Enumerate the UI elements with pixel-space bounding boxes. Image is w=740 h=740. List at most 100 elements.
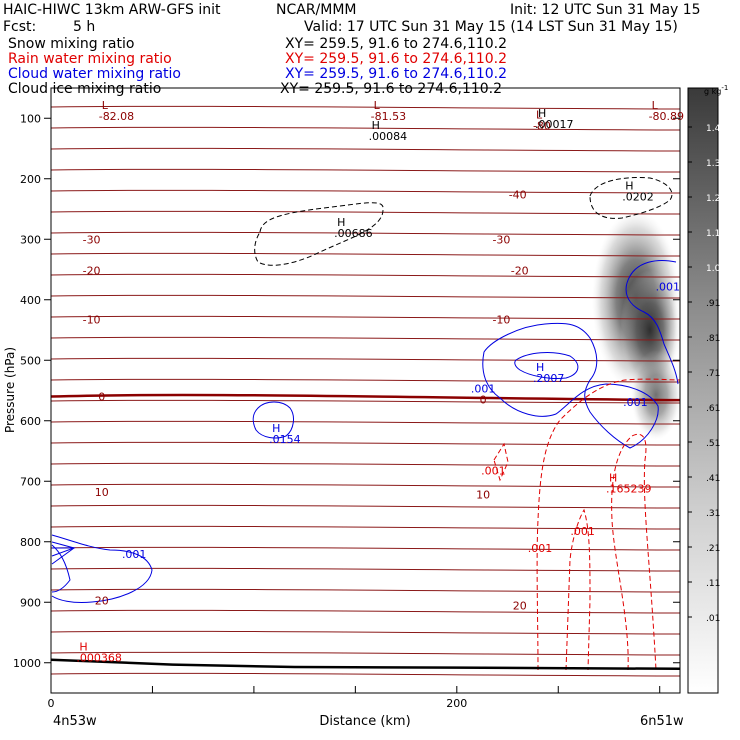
y-tick-label: 300	[20, 233, 41, 246]
isotherm-line	[50, 525, 681, 530]
field-xy-rain: XY= 259.5, 91.6 to 274.6,110.2	[285, 51, 508, 67]
isotherm-line	[50, 630, 681, 635]
cloud-ice-shading	[592, 210, 681, 440]
colorbar-unit: g kg-1	[704, 84, 728, 96]
y-tick-label: 1000	[13, 657, 41, 670]
right-location: 6n51w	[640, 714, 684, 729]
isotherm-line	[50, 483, 681, 488]
cloud-water-spike-b	[51, 547, 76, 565]
field-name-snow: Snow mixing ratio	[8, 36, 135, 52]
isotherm-label: -30	[492, 233, 510, 246]
contour-label: .001	[528, 542, 553, 555]
colorbar	[687, 87, 719, 694]
extremum-kind: L	[102, 99, 109, 112]
rain-contour-outer	[536, 378, 681, 671]
colorbar-unit-exponent: -1	[721, 84, 728, 92]
isotherm-line	[50, 609, 681, 614]
colorbar-label: 1.21	[706, 194, 726, 204]
cloud-water-contour-main	[482, 322, 659, 449]
cloud-water-contour-upper-right	[625, 260, 679, 385]
isotherm-line	[50, 168, 681, 173]
extremum-value: .00017	[535, 118, 574, 131]
cloud-water-contour-inner	[514, 352, 579, 379]
extremum-kind: H	[337, 216, 345, 229]
freezing-level-line	[50, 393, 681, 402]
field-name-cloud-ice: Cloud ice mixing ratio	[8, 81, 162, 97]
isotherm-line	[50, 441, 681, 446]
colorbar-label: .11	[706, 579, 720, 589]
forecast-label: Fcst:	[3, 19, 37, 35]
colorbar-label: .01	[706, 614, 720, 624]
x-axis-title: Distance (km)	[319, 714, 410, 729]
isotherm-label: -20	[83, 265, 101, 278]
field-xy-snow: XY= 259.5, 91.6 to 274.6,110.2	[285, 36, 508, 52]
x-axis: 0 200	[48, 686, 661, 710]
cloud-water-contour-bottom-left	[51, 534, 153, 603]
field-xy-cloud-ice: XY= 259.5, 91.6 to 274.6,110.2	[280, 81, 503, 97]
colorbar-label: 1.01	[706, 264, 726, 274]
isotherm-line	[50, 588, 681, 593]
colorbar-label: .41	[706, 474, 720, 484]
isotherm-line	[50, 273, 681, 278]
isotherm-line	[50, 378, 681, 383]
colorbar-label: .71	[706, 369, 720, 379]
isotherm-label: 10	[476, 489, 490, 502]
extremum-kind: H	[79, 641, 87, 654]
isotherm-line	[50, 126, 681, 131]
isotherm-line	[50, 672, 681, 677]
extremum-value: .2007	[533, 372, 565, 385]
isotherm-line	[50, 567, 681, 572]
extremum-kind: H	[538, 107, 546, 120]
y-tick-label: 200	[20, 173, 41, 186]
extremum-kind: H	[272, 422, 280, 435]
isotherm-line	[50, 399, 681, 404]
y-tick-label: 600	[20, 415, 41, 428]
extremum-kind: L	[374, 99, 381, 112]
plot-frame	[50, 87, 681, 694]
cloud-water-contour-small	[252, 401, 294, 439]
surface-pressure-line	[50, 658, 681, 671]
contour-label: .001	[481, 464, 506, 477]
contour-label: .001	[623, 396, 648, 409]
forecast-hours: 5 h	[73, 19, 96, 35]
snow-contour-right	[589, 177, 673, 219]
y-tick-label: 500	[20, 354, 41, 367]
temperature-contours	[50, 105, 681, 677]
isotherm-line	[50, 462, 681, 467]
rain-water-contours	[493, 378, 681, 671]
x-tick-label: 200	[446, 697, 467, 710]
isotherm-label: -10	[83, 314, 101, 327]
extremum-value: .0202	[622, 191, 654, 204]
isotherm-label: 0	[98, 391, 105, 404]
y-tick-label: 900	[20, 596, 41, 609]
colorbar-label: .91	[706, 299, 720, 309]
colorbar-label: .31	[706, 509, 720, 519]
org-label: NCAR/MMM	[276, 2, 357, 18]
isotherm-label: 10	[95, 486, 109, 499]
extremum-kind: H	[372, 119, 380, 132]
isotherm-line	[50, 189, 681, 194]
colorbar-label: .61	[706, 404, 720, 414]
isotherm-line	[50, 420, 681, 425]
rain-contour-column-a	[565, 508, 591, 671]
colorbar-label: .81	[706, 334, 720, 344]
field-xy-cloud-water: XY= 259.5, 91.6 to 274.6,110.2	[285, 66, 508, 82]
colorbar-unit-base: g kg	[704, 87, 721, 96]
field-name-cloud-water: Cloud water mixing ratio	[8, 66, 181, 82]
rain-contour-diamond	[493, 442, 509, 482]
extremum-value: .0154	[269, 433, 301, 446]
colorbar-label: 1.41	[706, 124, 726, 134]
isotherm-label: -20	[511, 265, 529, 278]
isotherm-label: -30	[83, 233, 101, 246]
left-location: 4n53w	[53, 714, 97, 729]
isotherm-line	[50, 504, 681, 509]
extremum-value: -81.53	[371, 110, 406, 123]
colorbar-label: .51	[706, 439, 720, 449]
init-time: Init: 12 UTC Sun 31 May 15	[510, 2, 701, 18]
y-tick-label: 400	[20, 294, 41, 307]
cloud-water-contour-bottom-left-inner	[51, 544, 71, 593]
field-name-rain: Rain water mixing ratio	[8, 51, 172, 67]
isotherm-line	[50, 252, 681, 257]
